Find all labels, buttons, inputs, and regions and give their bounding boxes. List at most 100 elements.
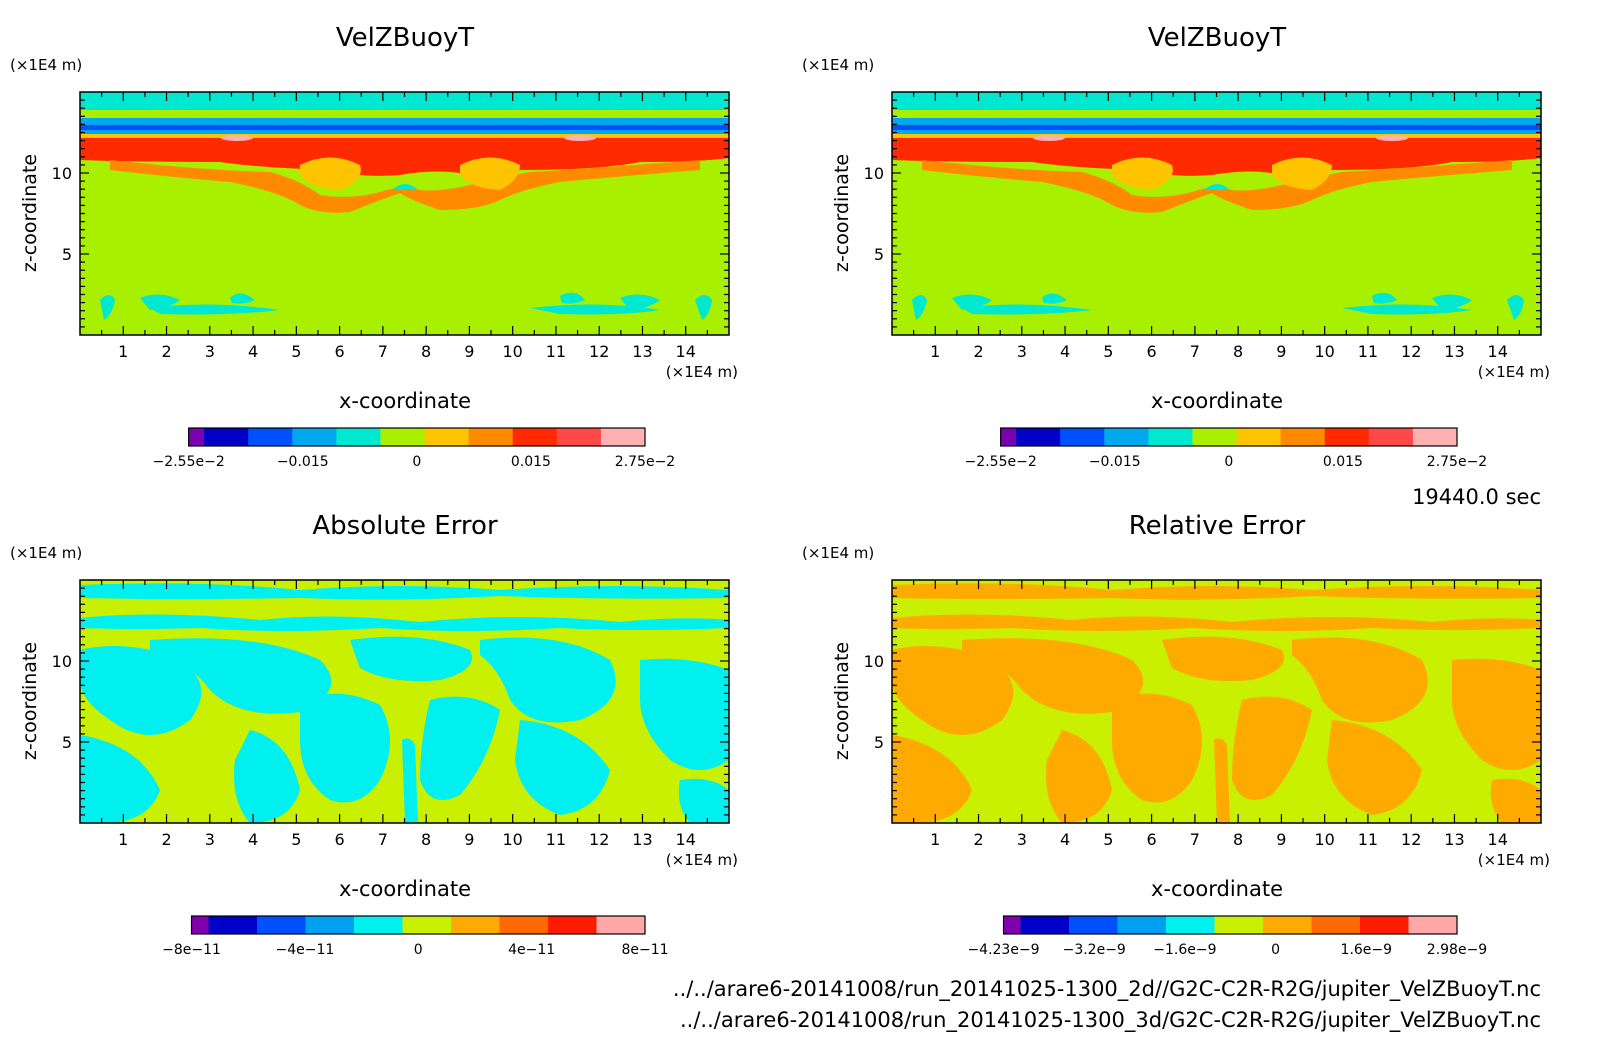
colorbar-swatch: [1368, 428, 1414, 446]
colorbar-tick-label: 2.75e−2: [1427, 454, 1487, 470]
panel-2-y-unit: (×1E4 m): [802, 56, 874, 74]
colorbar-swatch: [402, 916, 452, 934]
panel-3-x-unit: (×1E4 m): [666, 851, 738, 869]
y-tick-label: 5: [874, 733, 884, 752]
colorbar-swatch: [354, 916, 403, 934]
colorbar-swatch: [191, 916, 209, 934]
x-tick-label: 7: [378, 342, 388, 361]
x-tick-label: 9: [1276, 830, 1286, 849]
x-tick-label: 4: [248, 342, 258, 361]
x-tick-label: 11: [546, 342, 566, 361]
x-tick-label: 12: [1401, 342, 1421, 361]
colorbar-swatch: [248, 428, 293, 446]
colorbar-swatch: [1148, 428, 1193, 446]
x-tick-label: 11: [1358, 342, 1378, 361]
panel-1-x-unit: (×1E4 m): [666, 363, 738, 381]
colorbar-swatch: [424, 428, 470, 446]
colorbar-tick-label: 0: [412, 454, 421, 470]
x-tick-label: 13: [1444, 342, 1464, 361]
colorbar-swatch: [1263, 916, 1312, 934]
x-tick-label: 9: [1276, 342, 1286, 361]
colorbar-swatch: [1000, 428, 1017, 446]
x-tick-label: 12: [589, 342, 609, 361]
colorbar-swatch: [548, 916, 597, 934]
panel-4-x-unit: (×1E4 m): [1478, 851, 1550, 869]
colorbar-swatch: [1408, 916, 1458, 934]
colorbar-tick-label: −0.015: [1089, 454, 1141, 470]
colorbar-tick-label: 4e−11: [508, 942, 555, 958]
colorbar-swatch: [512, 428, 558, 446]
x-tick-label: 6: [1147, 830, 1157, 849]
colorbar-tick-label: 0: [1224, 454, 1233, 470]
colorbar-swatch: [204, 428, 249, 446]
colorbar-swatch: [1236, 428, 1282, 446]
x-tick-label: 8: [1233, 830, 1243, 849]
x-tick-label: 5: [1103, 830, 1113, 849]
x-tick-label: 7: [1190, 342, 1200, 361]
y-tick-label: 10: [864, 652, 884, 671]
x-tick-label: 3: [1017, 830, 1027, 849]
panel-3-ylabel: z-coordinate: [19, 642, 41, 760]
panel-3-y-unit: (×1E4 m): [10, 544, 82, 562]
x-tick-label: 13: [632, 830, 652, 849]
colorbar-tick-label: −4e−11: [275, 942, 334, 958]
colorbar-tick-label: 2.98e−9: [1427, 942, 1487, 958]
y-tick-label: 10: [864, 164, 884, 183]
panel-2: VelZBuoyT (×1E4 m): [802, 23, 1550, 470]
x-tick-label: 13: [632, 342, 652, 361]
panel-4-y-unit: (×1E4 m): [802, 544, 874, 562]
x-tick-label: 1: [930, 830, 940, 849]
colorbar-tick-label: −2.55e−2: [965, 454, 1037, 470]
x-tick-label: 10: [502, 830, 522, 849]
panel-1-xlabel: x-coordinate: [339, 389, 471, 413]
panel-3-field: [80, 580, 729, 823]
colorbar-tick-label: −0.015: [277, 454, 329, 470]
colorbar-swatch: [1324, 428, 1370, 446]
file-path-2: ../../arare6-20141008/run_20141025-1300_…: [680, 1008, 1541, 1033]
colorbar-tick-label: −2.55e−2: [153, 454, 225, 470]
x-tick-label: 3: [205, 342, 215, 361]
colorbar-frame: [1000, 427, 1458, 447]
panel-4-ylabel: z-coordinate: [831, 642, 853, 760]
x-tick-label: 10: [1314, 830, 1334, 849]
file-path-1: ../../arare6-20141008/run_20141025-1300_…: [673, 977, 1541, 1002]
y-tick-label: 5: [874, 245, 884, 264]
colorbar-swatch: [1412, 428, 1458, 446]
x-tick-label: 2: [973, 342, 983, 361]
colorbar-swatch: [1214, 916, 1264, 934]
panel-1-title: VelZBuoyT: [336, 23, 474, 53]
panel-2-xlabel: x-coordinate: [1151, 389, 1283, 413]
x-tick-label: 14: [676, 830, 696, 849]
x-tick-label: 7: [378, 830, 388, 849]
x-tick-label: 12: [589, 830, 609, 849]
colorbar-swatch: [208, 916, 258, 934]
panel-4-field: [892, 580, 1541, 823]
x-tick-label: 6: [1147, 342, 1157, 361]
panel-1-field: [80, 92, 729, 335]
x-tick-label: 2: [973, 830, 983, 849]
y-tick-label: 5: [62, 245, 72, 264]
colorbar-swatch: [1360, 916, 1409, 934]
time-label: 19440.0 sec: [1412, 485, 1541, 509]
panel-2-colorbar: −2.55e−2 −0.015 0 0.015 2.75e−2: [965, 427, 1487, 470]
colorbar-swatch: [380, 428, 426, 446]
colorbar-swatch: [556, 428, 602, 446]
colorbar-swatch: [1280, 428, 1326, 446]
colorbar-swatch: [451, 916, 500, 934]
panel-1-ylabel: z-coordinate: [19, 154, 41, 272]
x-tick-label: 5: [291, 830, 301, 849]
panel-2-field: [892, 92, 1541, 335]
colorbar-tick-label: 8e−11: [621, 942, 668, 958]
x-tick-label: 9: [464, 830, 474, 849]
colorbar-swatch: [292, 428, 337, 446]
panel-4-colorbar: −4.23e−9 −3.2e−9 −1.6e−9 0 1.6e−9 2.98e−9: [967, 915, 1487, 958]
colorbar-tick-label: −1.6e−9: [1153, 942, 1216, 958]
colorbar-tick-label: −3.2e−9: [1063, 942, 1126, 958]
x-tick-label: 11: [546, 830, 566, 849]
colorbar-swatch: [1020, 916, 1070, 934]
x-tick-label: 2: [161, 830, 171, 849]
colorbar-frame: [1002, 915, 1458, 935]
panel-4-title: Relative Error: [1129, 511, 1306, 541]
